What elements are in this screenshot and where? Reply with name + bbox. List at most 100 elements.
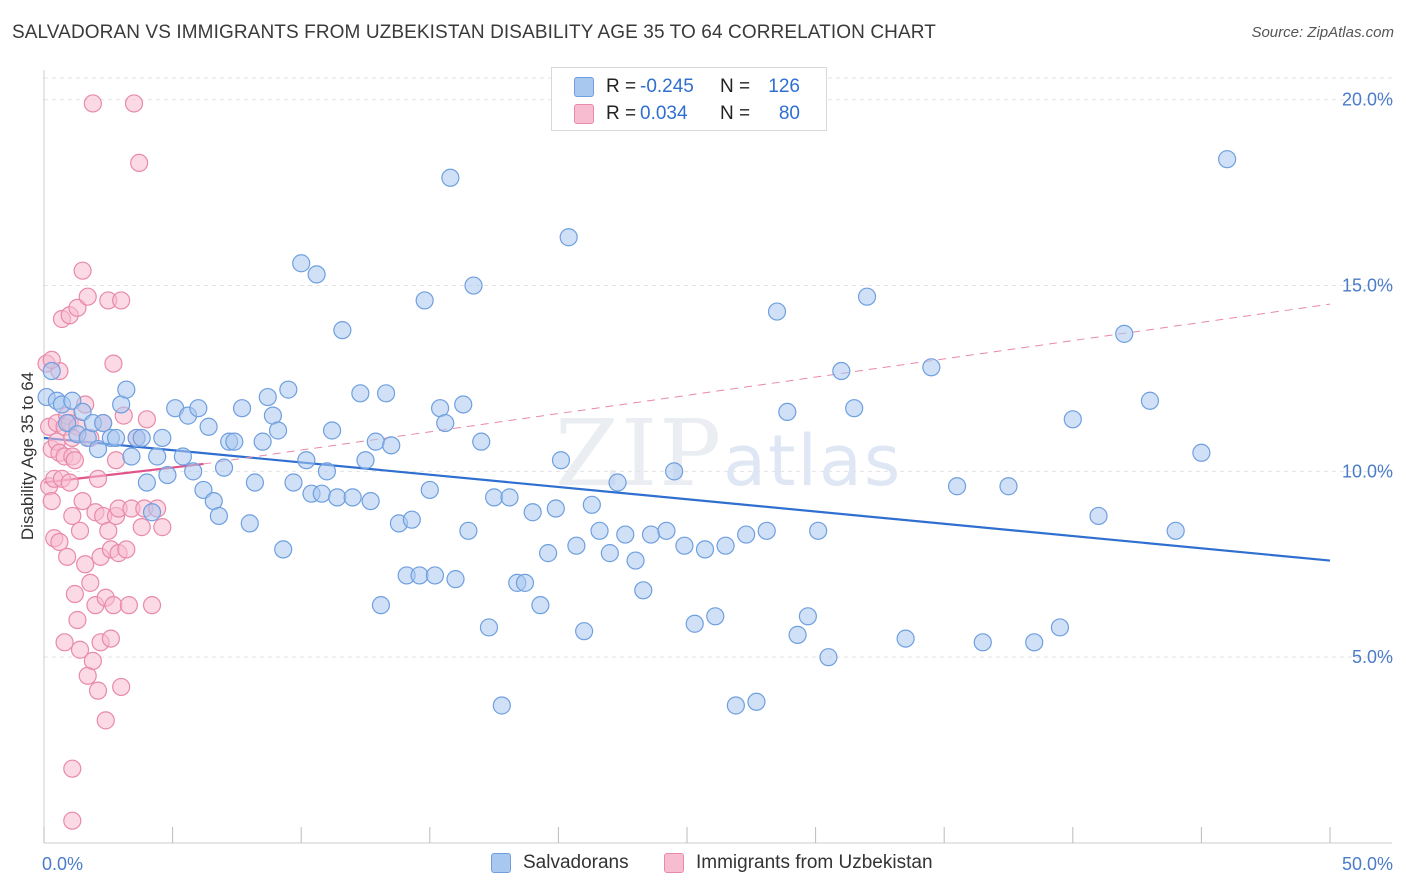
bottom-legend-uzbekistan[interactable]: Immigrants from Uzbekistan: [664, 852, 933, 874]
salvadoran-point: [778, 402, 797, 422]
salvadoran-point: [142, 503, 162, 522]
salvadoran-point: [472, 432, 491, 451]
salvadoran-point: [798, 607, 817, 626]
salvadoran-point: [184, 462, 203, 481]
uzbekistan-point: [83, 651, 102, 670]
bottom-legend-label: Immigrants from Uzbekistan: [696, 852, 933, 873]
salvadoran-point: [726, 696, 745, 715]
salvadoran-point: [343, 488, 362, 507]
axis-layer: [43, 70, 1392, 844]
legend-row-uzbekistan: R = 0.034 N = 80: [574, 100, 800, 128]
salvadoran-point: [117, 380, 136, 399]
salvadoran-point: [575, 622, 594, 641]
uzbekistan-point: [104, 354, 123, 373]
salvadoran-point: [464, 276, 483, 295]
salvadoran-point: [706, 607, 725, 626]
salvadoran-point: [382, 436, 401, 455]
salvadoran-point: [1115, 324, 1134, 343]
salvadoran-point: [685, 614, 704, 633]
salvadoran-point: [600, 544, 619, 563]
watermark-atlas: atlas: [723, 420, 903, 502]
grid-layer: [44, 77, 1392, 658]
salvadoran-point: [42, 361, 61, 381]
salvadoran-point: [173, 447, 192, 466]
uzbekistan-point: [132, 518, 151, 537]
salvadoran-point: [479, 618, 499, 637]
salvadoran-point: [947, 477, 967, 496]
salvadoran-point: [420, 480, 439, 500]
salvadoran-point: [857, 287, 877, 306]
salvadoran-point: [333, 321, 352, 340]
uzbekistan-point: [117, 540, 136, 559]
legend-n-label: N =: [720, 103, 751, 124]
salvadoran-point: [1025, 633, 1044, 652]
salvadoran-point: [1063, 410, 1082, 429]
salvadoran-point: [410, 566, 429, 585]
salvadoran-trend-line: [43, 436, 1331, 562]
salvadoran-point: [158, 465, 177, 485]
legend-box: R = -0.245 N = 126 R = 0.034 N = 80: [551, 67, 827, 131]
bottom-legend-swatch-blue: [491, 853, 511, 873]
salvadoran-point: [122, 447, 141, 466]
uzbekistan-point: [70, 521, 90, 540]
salvadoran-point: [515, 573, 535, 592]
y-tick-label: 5.0%: [1352, 647, 1393, 667]
salvadoran-point: [973, 633, 992, 652]
uzbekistan-point: [63, 811, 82, 830]
legend-n-value: 126: [768, 76, 800, 97]
salvadoran-point: [189, 399, 208, 418]
salvadoran-point: [626, 551, 645, 570]
salvadoran-points: [37, 150, 1237, 715]
salvadoran-point: [371, 596, 391, 615]
salvadoran-point: [1050, 618, 1070, 637]
salvadoran-point: [317, 462, 337, 481]
uzbekistan-point: [142, 596, 162, 615]
salvadoran-point: [274, 540, 293, 559]
salvadoran-point: [232, 399, 252, 418]
legend-swatch-blue: [574, 77, 594, 97]
uzbekistan-point: [60, 473, 79, 492]
uzbekistan-point: [68, 610, 87, 630]
uzbekistan-point: [104, 596, 123, 615]
salvadoran-point: [279, 380, 298, 399]
salvadoran-point: [695, 540, 715, 559]
salvadoran-point: [485, 488, 504, 507]
salvadoran-point: [153, 428, 172, 448]
salvadoran-point: [73, 402, 92, 422]
uzbekistan-point: [124, 94, 144, 113]
y-tick-label: 15.0%: [1342, 276, 1393, 296]
salvadoran-point: [551, 451, 571, 470]
uzbekistan-point: [76, 555, 95, 574]
salvadoran-point: [292, 254, 311, 273]
salvadoran-point: [845, 399, 864, 418]
salvadoran-point: [716, 536, 735, 555]
salvadoran-point: [896, 629, 915, 648]
salvadoran-point: [590, 521, 609, 540]
legend-r-label: R =: [606, 103, 637, 124]
salvadoran-point: [441, 168, 460, 187]
legend-swatch-pink: [574, 104, 594, 124]
salvadoran-point: [454, 395, 473, 414]
salvadoran-point: [194, 480, 213, 500]
y-axis-title: Disability Age 35 to 64: [18, 372, 37, 540]
uzbekistan-point: [63, 506, 82, 526]
salvadoran-point: [1218, 150, 1237, 169]
bottom-legend-label: Salvadorans: [523, 852, 629, 873]
bottom-legend-salvadorans[interactable]: Salvadorans: [491, 852, 629, 874]
x-tick-label: 0.0%: [42, 854, 83, 874]
salvadoran-point: [58, 413, 77, 433]
salvadoran-point: [1166, 521, 1185, 540]
salvadoran-point: [582, 495, 601, 514]
salvadoran-point: [539, 544, 558, 563]
salvadoran-point: [284, 473, 303, 492]
bottom-legend: Salvadorans Immigrants from Uzbekistan: [0, 852, 1406, 878]
salvadoran-point: [88, 439, 108, 459]
label-layer: 5.0% 10.0% 15.0% 20.0% 0.0% 50.0% Disability A…: [18, 90, 1393, 874]
salvadoran-point: [634, 581, 653, 600]
legend-r-label: R =: [606, 76, 637, 97]
salvadoran-point: [253, 432, 272, 451]
salvadoran-point: [616, 525, 635, 544]
salvadoran-point: [312, 484, 331, 503]
salvadoran-point: [665, 462, 684, 481]
salvadoran-point: [788, 625, 807, 644]
